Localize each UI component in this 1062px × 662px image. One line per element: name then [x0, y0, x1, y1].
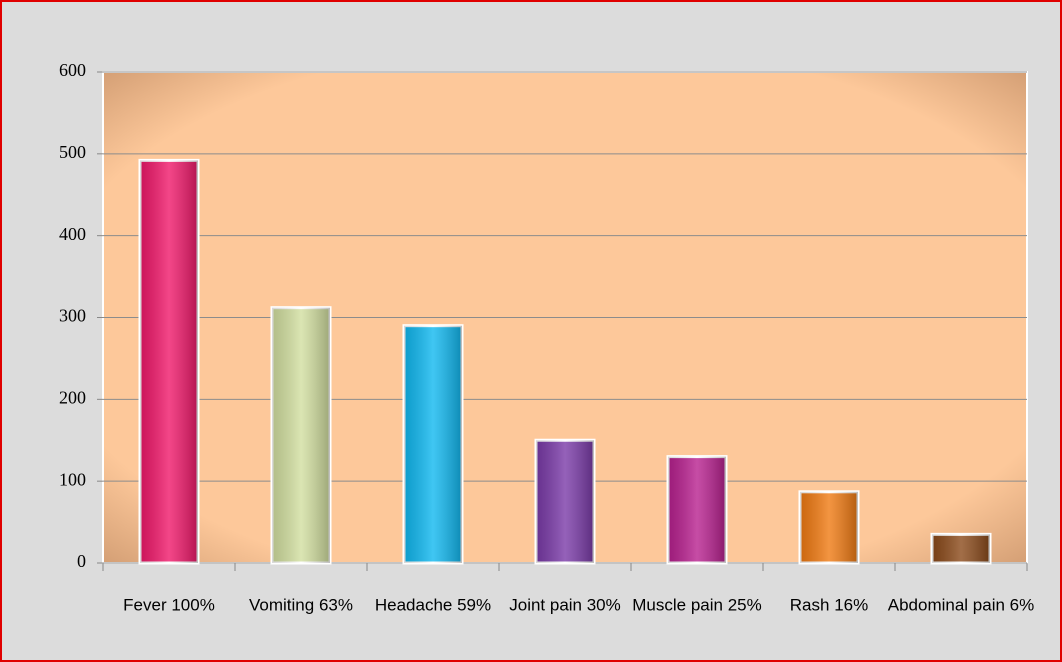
bar-shine	[272, 307, 330, 563]
y-tick-label: 600	[59, 60, 86, 80]
bar-shine	[404, 325, 462, 563]
y-tick-label: 300	[59, 306, 86, 326]
y-tick-label: 400	[59, 224, 86, 244]
x-tick-label: Headache 59%	[375, 595, 491, 614]
y-tick-label: 500	[59, 142, 86, 162]
y-tick-label: 0	[77, 551, 86, 571]
x-tick-label: Abdominal pain 6%	[888, 595, 1034, 614]
x-tick-label: Rash 16%	[790, 595, 868, 614]
bar-shine	[800, 491, 858, 563]
x-tick-label: Joint pain 30%	[509, 595, 621, 614]
x-tick-label: Fever 100%	[123, 595, 215, 614]
x-tick-label: Muscle pain 25%	[632, 595, 761, 614]
bar-shine	[932, 534, 990, 563]
y-tick-label: 100	[59, 469, 86, 489]
bar-shine	[536, 440, 594, 563]
y-tick-label: 200	[59, 387, 86, 407]
x-tick-label: Vomiting 63%	[249, 595, 353, 614]
bar-shine	[668, 456, 726, 563]
bar-shine	[140, 160, 198, 563]
